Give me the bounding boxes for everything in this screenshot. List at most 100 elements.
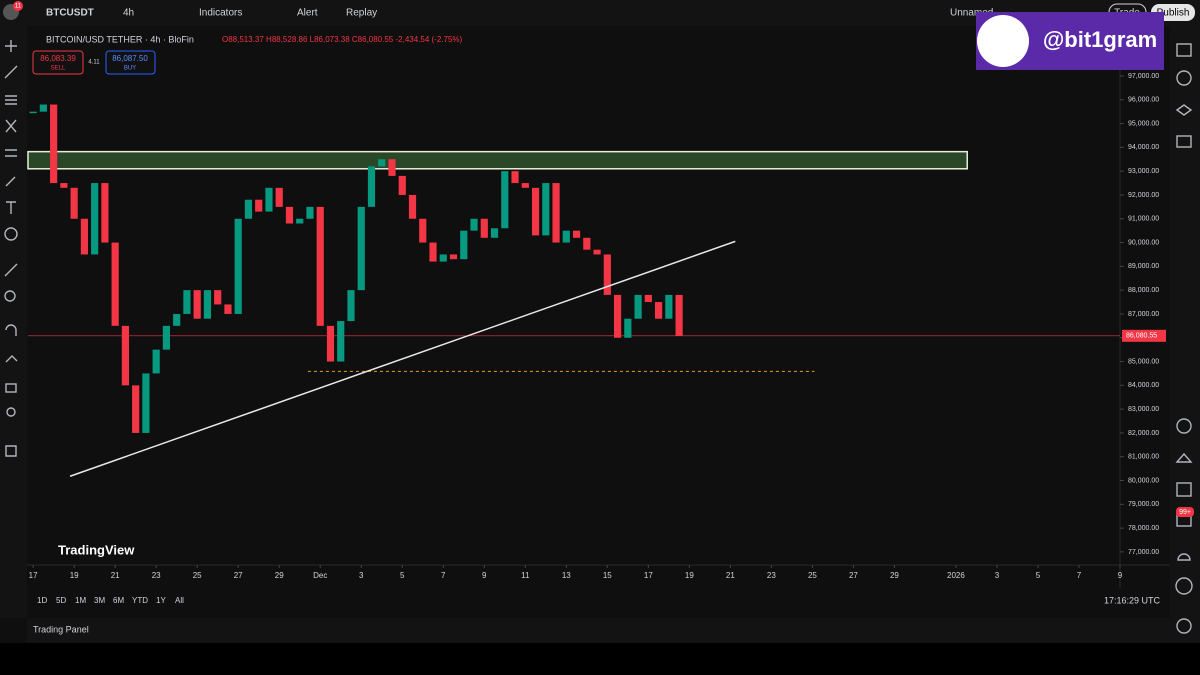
alert-button[interactable]: Alert (297, 8, 318, 19)
y-tick-label: 95,000.00 (1128, 120, 1159, 127)
candle (111, 242, 119, 326)
timeframe-button[interactable]: 3M (94, 596, 105, 605)
trading-panel-bar[interactable] (27, 618, 1170, 643)
candle (603, 254, 611, 295)
candle (203, 290, 212, 319)
y-tick-label: 97,000.00 (1128, 73, 1159, 80)
y-tick-label: 84,000.00 (1128, 382, 1159, 389)
candle (255, 199, 263, 212)
y-tick-label: 77,000.00 (1128, 549, 1159, 556)
timeframe-button[interactable]: 1D (37, 596, 47, 605)
candle (511, 171, 519, 184)
x-tick-label: 2026 (947, 571, 965, 580)
y-tick-label: 96,000.00 (1128, 97, 1159, 104)
last-price-tag (1122, 329, 1166, 342)
x-tick-label: 21 (726, 571, 735, 580)
x-tick-label: 17 (644, 571, 653, 580)
candle (50, 104, 58, 184)
buy-button[interactable] (105, 50, 156, 75)
watermark-logo (977, 15, 1029, 67)
sidebar-icons[interactable] (1175, 43, 1193, 634)
x-tick-label: 19 (685, 571, 694, 580)
sell-label: SELL (51, 66, 66, 72)
timeframe-button[interactable]: 5D (56, 596, 66, 605)
x-tick-label: 9 (482, 571, 487, 580)
candle (162, 325, 171, 350)
trendline (69, 240, 736, 477)
x-tick-label: 19 (70, 571, 79, 580)
candle (460, 230, 468, 260)
x-tick-label: 5 (1036, 571, 1041, 580)
candle (449, 254, 458, 260)
candle (644, 294, 652, 303)
candle (655, 302, 663, 319)
candle (665, 294, 673, 319)
sell-button[interactable] (32, 50, 84, 75)
candle (132, 385, 140, 433)
candle (388, 159, 396, 176)
x-tick-label: 11 (521, 571, 530, 580)
candle (183, 290, 191, 314)
y-tick-label: 80,000.00 (1128, 477, 1159, 484)
symbol[interactable]: BTCUSDT (46, 8, 94, 19)
candle (429, 242, 437, 262)
timeframe-button[interactable]: All (175, 596, 184, 605)
x-tick-label: 13 (562, 571, 571, 580)
candle (542, 183, 550, 236)
tradingview-logo: TradingView (58, 542, 135, 557)
x-tick-label: 25 (808, 571, 817, 580)
alerts-badge (1176, 507, 1194, 517)
indicators-button[interactable]: Indicators (199, 8, 242, 19)
candle (613, 294, 622, 338)
candle (244, 199, 253, 219)
candle (347, 290, 355, 322)
y-tick-label: 82,000.00 (1128, 430, 1159, 437)
candle (583, 237, 591, 250)
candle (593, 249, 601, 255)
y-tick-label: 93,000.00 (1128, 168, 1159, 175)
bottom-band (0, 643, 1200, 675)
candle (173, 313, 181, 326)
timeframe-button[interactable]: 1Y (156, 596, 166, 605)
replay-button[interactable]: Replay (346, 8, 377, 19)
candle (378, 159, 386, 167)
candle (306, 206, 314, 219)
y-tick-label: 78,000.00 (1128, 525, 1159, 532)
timeframe-button[interactable]: YTD (132, 596, 148, 605)
candle (296, 218, 304, 224)
buy-label: BUY (124, 66, 136, 72)
timeframe-button[interactable]: 6M (113, 596, 124, 605)
watermark: @bit1gram (1043, 27, 1157, 52)
candle (562, 230, 570, 243)
x-tick-label: 27 (234, 571, 243, 580)
layout-name[interactable]: Unnamed (950, 8, 993, 19)
candle (398, 175, 406, 195)
x-tick-label: Dec (313, 571, 327, 580)
x-tick-label: 3 (359, 571, 364, 580)
candle (675, 294, 683, 336)
candle (490, 228, 499, 238)
resistance-zone (27, 150, 968, 170)
candle (234, 218, 242, 314)
x-tick-label: 23 (152, 571, 161, 580)
candle (29, 111, 37, 114)
drawing-tools[interactable] (4, 40, 18, 457)
candle (367, 166, 376, 207)
y-tick-label: 91,000.00 (1128, 216, 1159, 223)
candle (275, 187, 283, 207)
candle (552, 183, 560, 243)
x-tick-label: 29 (275, 571, 284, 580)
candle (142, 373, 150, 433)
candle (80, 218, 88, 255)
right-sidebar (1170, 26, 1200, 643)
candle (121, 325, 129, 386)
candle (224, 304, 232, 314)
plot: 77,000.00 78,000.00 79,000.00 80,000.00 81,0… (27, 73, 1166, 580)
candle (408, 194, 417, 219)
timeframe-button[interactable]: 1M (75, 596, 86, 605)
notification-badge (13, 1, 23, 11)
x-tick-label: 17 (29, 571, 38, 580)
interval[interactable]: 4h (123, 8, 134, 19)
candle (91, 183, 99, 255)
trading-panel: Trading Panel (33, 624, 89, 634)
